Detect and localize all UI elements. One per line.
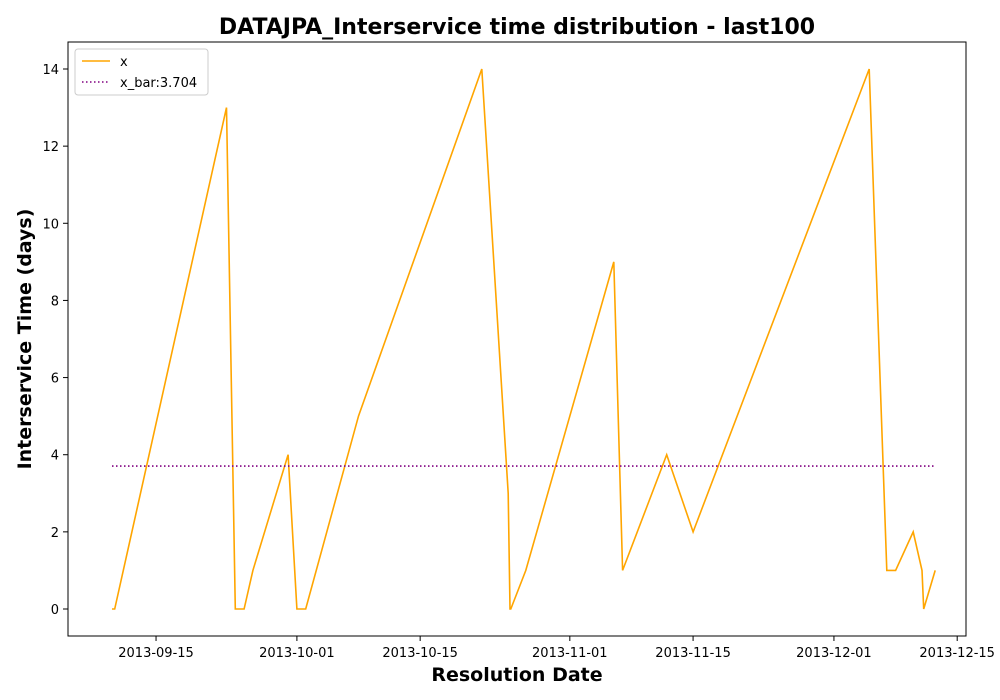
y-tick-label: 8	[51, 294, 59, 309]
x-tick-label: 2013-12-01	[796, 646, 872, 661]
series-layer	[112, 68, 936, 610]
y-tick-label: 0	[51, 603, 59, 618]
legend: x x_bar:3.704	[74, 48, 209, 96]
x-axis-label: Resolution Date	[431, 664, 602, 686]
x-tick-label: 2013-09-15	[118, 646, 194, 661]
x-tick-label: 2013-11-15	[655, 646, 731, 661]
y-tick-label: 10	[42, 217, 59, 232]
y-tick-label: 12	[42, 140, 59, 155]
x-tick-label: 2013-10-15	[382, 646, 458, 661]
y-tick-label: 6	[51, 372, 59, 387]
x-tick-label: 2013-12-15	[919, 646, 995, 661]
x-axis-ticks: 2013-09-15 2013-10-01 2013-10-15 2013-11-01…	[118, 636, 995, 661]
series-line-x	[112, 68, 936, 610]
y-tick-label: 2	[51, 526, 59, 541]
y-axis-label: Interservice Time (days)	[14, 209, 36, 470]
x-tick-label: 2013-11-01	[532, 646, 608, 661]
legend-label-x: x	[120, 55, 128, 70]
plot-frame	[67, 41, 967, 637]
y-tick-label: 14	[42, 63, 59, 78]
legend-label-xbar: x_bar:3.704	[120, 76, 197, 91]
x-tick-label: 2013-10-01	[259, 646, 335, 661]
y-tick-label: 4	[51, 449, 59, 464]
y-axis-ticks: 0 2 4 6 8 10 12 14	[42, 63, 68, 618]
chart-title: DATAJPA_Interservice time distribution -…	[219, 15, 815, 40]
plot-area	[68, 42, 966, 636]
